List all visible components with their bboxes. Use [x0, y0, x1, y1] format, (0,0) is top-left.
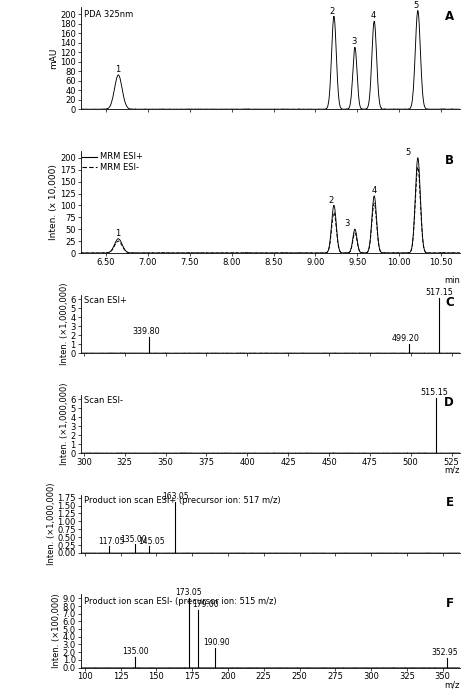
- Text: PDA 325nm: PDA 325nm: [84, 10, 134, 19]
- Text: 3: 3: [345, 219, 350, 229]
- Text: m/z: m/z: [445, 466, 460, 475]
- Text: Product ion scan ESI+ (precursor ion: 517 m/z): Product ion scan ESI+ (precursor ion: 51…: [84, 496, 281, 505]
- Text: 190.90: 190.90: [204, 638, 230, 647]
- Text: A: A: [445, 10, 454, 23]
- Y-axis label: mAU: mAU: [49, 48, 58, 69]
- Text: 135.00: 135.00: [121, 535, 147, 544]
- Text: 515.15: 515.15: [420, 388, 448, 397]
- Text: E: E: [446, 496, 454, 510]
- Text: 4: 4: [372, 186, 377, 195]
- Text: 4: 4: [371, 11, 376, 20]
- Text: 5: 5: [413, 1, 419, 10]
- Text: 1: 1: [115, 229, 120, 238]
- Legend: MRM ESI+, MRM ESI-: MRM ESI+, MRM ESI-: [82, 152, 143, 172]
- Text: B: B: [445, 154, 454, 167]
- Text: 3: 3: [351, 38, 357, 46]
- Text: 163.05: 163.05: [162, 492, 189, 501]
- Text: F: F: [446, 597, 454, 610]
- Text: C: C: [446, 296, 454, 310]
- Y-axis label: Inten. (×100,000): Inten. (×100,000): [52, 593, 61, 668]
- Text: m/z: m/z: [445, 681, 460, 690]
- Text: min: min: [444, 275, 460, 284]
- Y-axis label: Inten. (x 10,000): Inten. (x 10,000): [49, 164, 58, 240]
- Text: 517.15: 517.15: [426, 288, 453, 297]
- Text: 173.05: 173.05: [175, 589, 201, 598]
- Text: Product ion scan ESI- (precursor ion: 515 m/z): Product ion scan ESI- (precursor ion: 51…: [84, 597, 277, 605]
- Text: 5: 5: [405, 148, 410, 157]
- Text: 145.05: 145.05: [138, 537, 164, 545]
- Text: D: D: [444, 396, 454, 410]
- Text: 339.80: 339.80: [133, 326, 161, 336]
- Text: 499.20: 499.20: [391, 334, 419, 343]
- Text: 2: 2: [328, 196, 333, 205]
- Text: 352.95: 352.95: [431, 648, 458, 657]
- Y-axis label: Inten. (×1,000,000): Inten. (×1,000,000): [60, 382, 69, 465]
- Text: 1: 1: [115, 65, 120, 74]
- Text: 2: 2: [329, 6, 335, 15]
- Text: Scan ESI+: Scan ESI+: [84, 296, 127, 305]
- Text: 117.05: 117.05: [98, 537, 124, 545]
- Text: Scan ESI-: Scan ESI-: [84, 396, 123, 405]
- Y-axis label: Inten. (×1,000,000): Inten. (×1,000,000): [47, 482, 56, 565]
- Text: 135.00: 135.00: [122, 647, 149, 656]
- Text: 179.00: 179.00: [192, 600, 219, 609]
- Y-axis label: Inten. (×1,000,000): Inten. (×1,000,000): [60, 282, 69, 365]
